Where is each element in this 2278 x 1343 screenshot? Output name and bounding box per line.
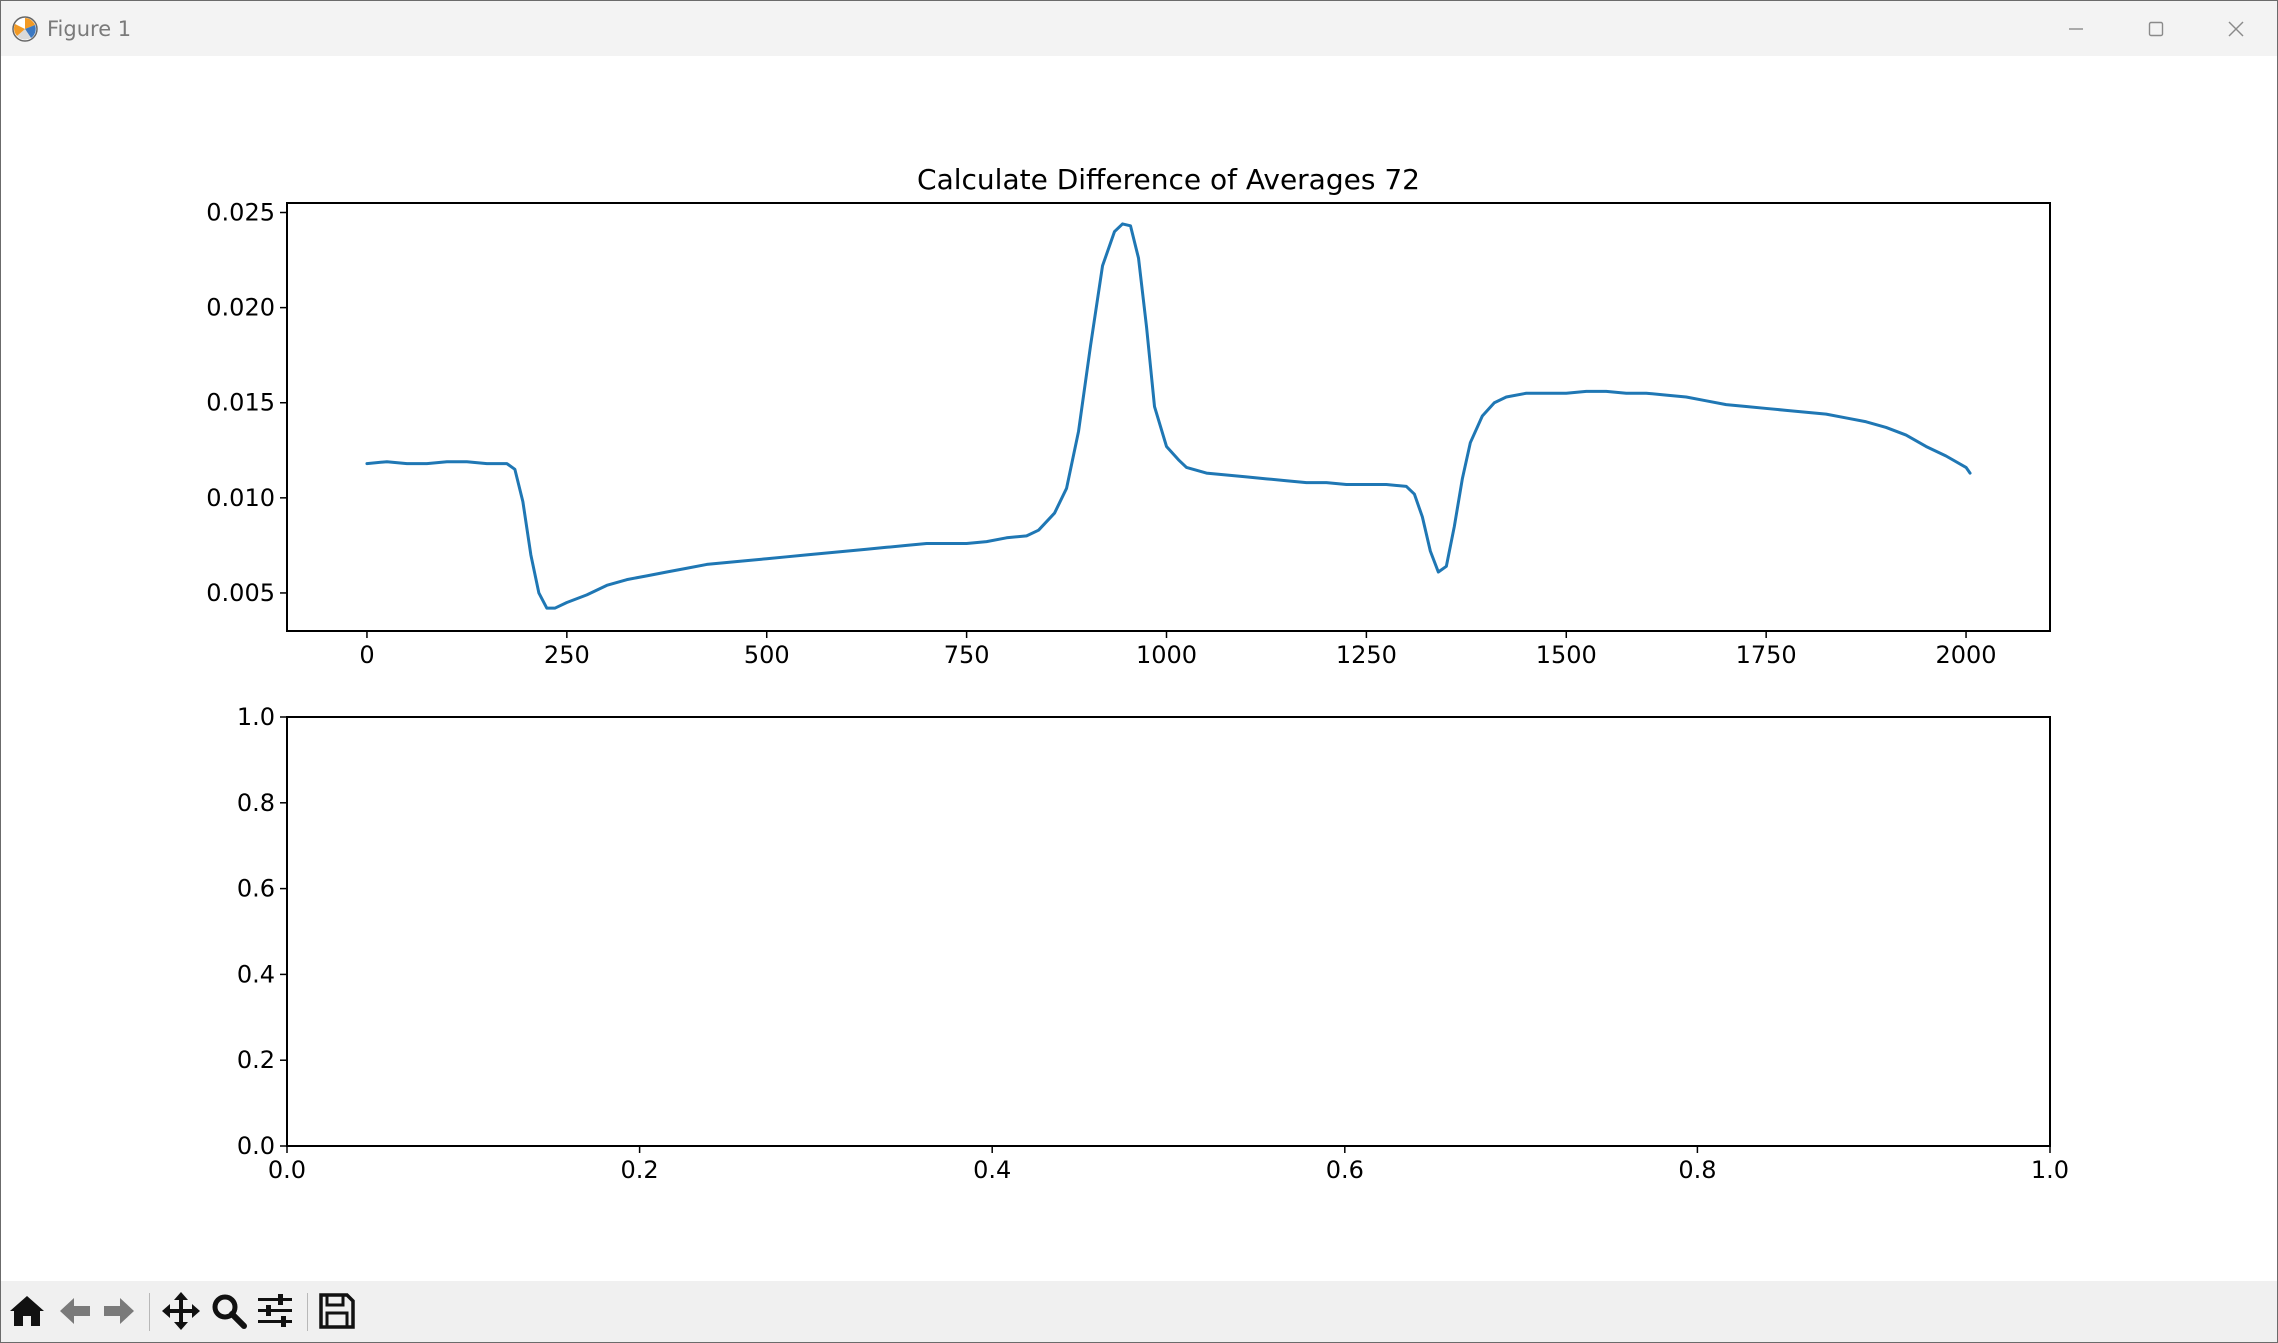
y-tick-label: 0.015 — [206, 389, 275, 417]
x-tick-label: 1000 — [1136, 641, 1197, 669]
axes-frame — [286, 716, 2051, 1147]
subplot-2: 0.0 0.2 0.4 0.6 0.8 1.0 0.0 0.2 0.4 0.6 0.8 1.0 — [237, 703, 2069, 1184]
minimize-icon — [2069, 28, 2083, 30]
configure-subplots-icon — [258, 1294, 292, 1327]
x-tick-label: 1500 — [1536, 641, 1597, 669]
home-button[interactable] — [5, 1289, 49, 1333]
y-tick-label: 0.4 — [237, 960, 275, 988]
back-button[interactable] — [53, 1289, 97, 1333]
subplot-1: Calculate Difference of Averages 72 0 250 5… — [206, 163, 2051, 669]
y-tick-label: 0.0 — [237, 1132, 275, 1160]
x-tick-label: 2000 — [1936, 641, 1997, 669]
zoom-button[interactable] — [207, 1289, 251, 1333]
save-icon — [319, 1293, 355, 1329]
y-tick-label: 1.0 — [237, 703, 275, 731]
matplotlib-icon — [11, 15, 39, 43]
y-tick-label: 0.020 — [206, 294, 275, 322]
navigation-toolbar — [1, 1281, 2277, 1342]
x-tick-label: 500 — [744, 641, 790, 669]
title-bar[interactable]: Figure 1 — [1, 1, 2277, 56]
y-tick-label: 0.8 — [237, 789, 275, 817]
x-tick-label: 0.6 — [1326, 1156, 1364, 1184]
save-button[interactable] — [315, 1289, 359, 1333]
toolbar-separator — [149, 1293, 150, 1331]
back-arrow-icon — [60, 1298, 90, 1324]
maximize-button[interactable] — [2121, 7, 2191, 51]
figure-canvas[interactable]: Calculate Difference of Averages 72 0 250 5… — [1, 56, 2277, 1281]
pan-icon — [162, 1292, 200, 1330]
y-tick-label: 0.005 — [206, 579, 275, 607]
forward-arrow-icon — [104, 1298, 134, 1324]
forward-button[interactable] — [97, 1289, 141, 1333]
x-tick-label: 250 — [544, 641, 590, 669]
x-tick-label: 0.2 — [621, 1156, 659, 1184]
toolbar-separator — [307, 1293, 308, 1331]
y-tick-label: 0.025 — [206, 199, 275, 227]
y-tick-label: 0.2 — [237, 1046, 275, 1074]
x-tick-label: 0.4 — [973, 1156, 1011, 1184]
configure-subplots-button[interactable] — [253, 1289, 297, 1333]
y-tick-label: 0.6 — [237, 875, 275, 903]
zoom-icon — [212, 1294, 247, 1329]
home-icon — [10, 1296, 44, 1326]
axes-frame — [286, 202, 2051, 632]
x-tick-label: 0 — [359, 641, 374, 669]
maximize-icon — [2148, 21, 2164, 37]
pan-button[interactable] — [159, 1289, 203, 1333]
series-line-1 — [365, 222, 1972, 610]
window-title: Figure 1 — [47, 17, 132, 41]
figure-svg: Calculate Difference of Averages 72 0 250 5… — [206, 163, 2069, 1184]
y-tick-label: 0.010 — [206, 484, 275, 512]
close-icon — [2228, 21, 2244, 37]
close-button[interactable] — [2201, 7, 2271, 51]
x-tick-label: 1750 — [1736, 641, 1797, 669]
x-tick-label: 0.0 — [268, 1156, 306, 1184]
x-tick-label: 0.8 — [1678, 1156, 1716, 1184]
minimize-button[interactable] — [2041, 7, 2111, 51]
x-tick-label: 1.0 — [2031, 1156, 2069, 1184]
chart-title: Calculate Difference of Averages 72 — [917, 163, 1420, 196]
x-tick-label: 750 — [944, 641, 990, 669]
x-tick-label: 1250 — [1336, 641, 1397, 669]
